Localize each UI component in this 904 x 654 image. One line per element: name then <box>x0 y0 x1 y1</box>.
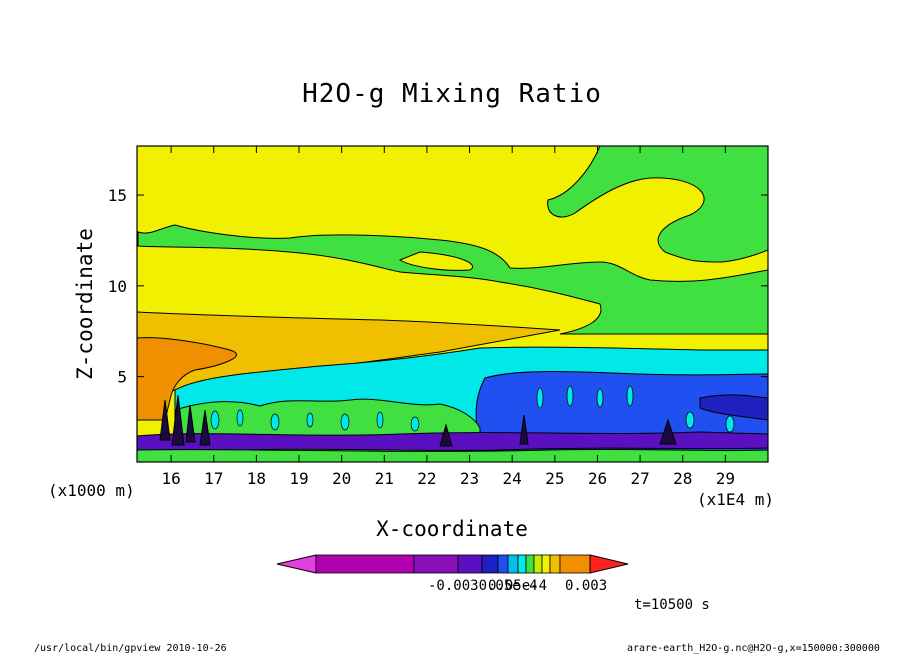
colorbar-segment <box>541 554 551 574</box>
colorbar-segment <box>559 554 591 574</box>
colorbar <box>276 554 629 574</box>
colorbar-segment <box>525 554 535 574</box>
x-axis-label: X-coordinate <box>376 517 528 541</box>
x-tick-label: 28 <box>673 469 692 488</box>
contour-orange-left <box>137 337 238 421</box>
contour-green-upper <box>547 146 768 263</box>
colorbar-segment <box>413 554 459 574</box>
x-tick-label: 20 <box>332 469 351 488</box>
colorbar-segment <box>517 554 527 574</box>
y-axis-label: Z-coordinate <box>73 228 97 380</box>
colorbar-segment <box>549 554 561 574</box>
colorbar-segment <box>533 554 543 574</box>
contour-darkblue <box>699 394 768 421</box>
contour-green-mid <box>137 224 768 335</box>
x-tick-label: 24 <box>503 469 522 488</box>
contour-green-inner <box>398 251 473 271</box>
x-unit-right: (x1E4 m) <box>697 490 774 509</box>
x-tick-label: 26 <box>588 469 607 488</box>
x-tick-label: 25 <box>545 469 564 488</box>
y-tick-label: 15 <box>108 186 127 205</box>
y-tick-label: 5 <box>117 368 127 387</box>
x-tick-label: 19 <box>289 469 308 488</box>
x-tick-label: 21 <box>375 469 394 488</box>
colorbar-label-overlap: -0.0030.05e-4 <box>428 578 538 594</box>
footer-left: /usr/local/bin/gpview 2010-10-26 <box>34 643 227 654</box>
footer-right: arare-earth_H2O-g.nc@H2O-g,x=150000:3000… <box>627 643 880 654</box>
plot-frame <box>136 145 769 463</box>
x-tick-label: 17 <box>204 469 223 488</box>
x-tick-label: 23 <box>460 469 479 488</box>
colorbar-arrow-max <box>589 554 629 574</box>
x-tick-label: 16 <box>161 469 180 488</box>
x-tick-label: 18 <box>247 469 266 488</box>
x-tick-label: 27 <box>630 469 649 488</box>
colorbar-label-mid: 0.05e-4 <box>488 578 547 594</box>
colorbar-segment <box>481 554 499 574</box>
contour-purple-bottom <box>137 431 768 453</box>
colorbar-segment <box>315 554 415 574</box>
contour-turbulence <box>159 394 677 447</box>
contour-green-base <box>137 448 768 462</box>
time-label: t=10500 s <box>634 597 710 613</box>
y-tick-label: 10 <box>108 277 127 296</box>
colorbar-arrow-min <box>276 554 317 574</box>
colorbar-label-max: 0.003 <box>565 578 607 594</box>
contour-speckles <box>210 385 735 433</box>
colorbar-segment <box>457 554 483 574</box>
chart-title: H2O-g Mixing Ratio <box>302 79 602 109</box>
x-tick-label: 22 <box>417 469 436 488</box>
colorbar-segment <box>507 554 519 574</box>
colorbar-segment <box>497 554 509 574</box>
x-axis-ticks: 16 17 18 19 20 21 22 23 24 25 26 27 28 29 <box>161 146 735 488</box>
x-tick-label: 29 <box>716 469 735 488</box>
plot-area <box>137 146 768 462</box>
y-axis-ticks: 5 10 15 <box>108 186 768 387</box>
x-unit-left: (x1000 m) <box>48 481 135 500</box>
